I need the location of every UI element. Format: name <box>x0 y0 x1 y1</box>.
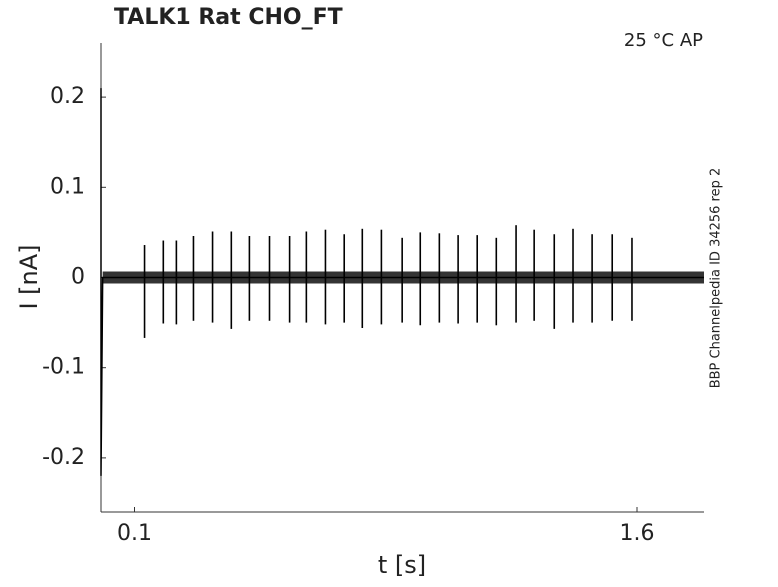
y-tick-label: 0 <box>71 265 85 290</box>
x-axis-label: t [s] <box>378 551 426 579</box>
y-tick-label: -0.2 <box>42 445 85 470</box>
annotation: BBP Channelpedia ID 34256 rep 2 <box>709 168 724 389</box>
chart-title: TALK1 Rat CHO_FT <box>114 5 343 30</box>
y-tick-label: -0.1 <box>42 355 85 380</box>
y-axis-label: I [nA] <box>15 244 43 309</box>
subtitle: 25 °C AP <box>624 30 703 51</box>
trace <box>100 88 704 476</box>
x-tick-label: 1.6 <box>620 521 655 546</box>
y-tick-label: 0.1 <box>50 174 85 199</box>
y-tick-label: 0.2 <box>50 84 85 109</box>
x-tick-label: 0.1 <box>117 521 152 546</box>
